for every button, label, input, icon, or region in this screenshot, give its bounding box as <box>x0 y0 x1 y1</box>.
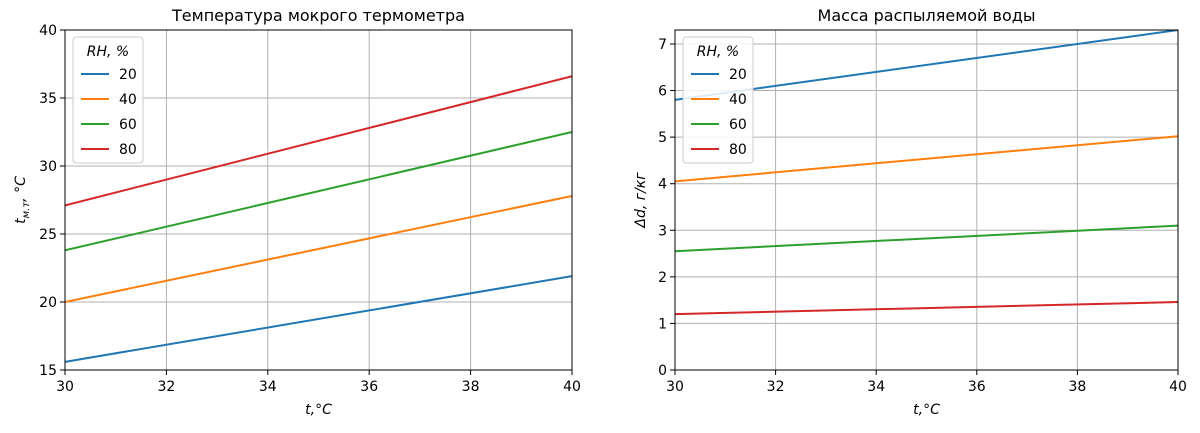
series-line-20 <box>675 30 1178 101</box>
x-tick-label: 36 <box>360 379 378 395</box>
chart-title: Температура мокрого термометра <box>171 6 465 25</box>
y-tick-label: 30 <box>39 159 57 175</box>
x-axis-label: t,°C <box>305 402 332 418</box>
y-tick-label: 2 <box>658 270 667 286</box>
legend-label-20: 20 <box>119 67 137 83</box>
series-line-40 <box>65 194 572 303</box>
legend-label-80: 80 <box>119 142 137 158</box>
series-line-40 <box>675 135 1178 183</box>
y-tick-label: 35 <box>39 91 57 107</box>
series-line-80 <box>65 75 572 207</box>
x-tick-label: 30 <box>666 379 684 395</box>
series-line-60 <box>65 131 572 252</box>
x-tick-label: 34 <box>259 379 277 395</box>
y-tick-label: 25 <box>39 227 57 243</box>
y-axis-label: tм.т, °C <box>13 176 32 224</box>
y-tick-label: 20 <box>39 295 57 311</box>
y-tick-label: 15 <box>39 363 57 379</box>
chart-title: Масса распыляемой воды <box>818 6 1036 25</box>
legend-title: RH, % <box>697 44 739 60</box>
x-tick-label: 34 <box>867 379 885 395</box>
series-line-20 <box>65 275 572 363</box>
x-tick-label: 30 <box>56 379 74 395</box>
y-axis-label: Δd, г/кг <box>633 172 649 229</box>
axes-frame <box>64 29 573 371</box>
legend-label-20: 20 <box>729 67 747 83</box>
x-tick-label: 40 <box>1169 379 1187 395</box>
series-line-80 <box>675 301 1178 316</box>
legend-label-40: 40 <box>119 92 137 108</box>
y-tick-label: 0 <box>658 363 667 379</box>
legend-title: RH, % <box>87 44 129 60</box>
legend-label-60: 60 <box>729 117 747 133</box>
chart-panel-1: 30 32 34 36 38 40 15 20 25 30 35 40 Температура мокр… <box>13 6 581 418</box>
series-line-60 <box>675 224 1178 253</box>
legend-label-80: 80 <box>729 142 747 158</box>
plot-area <box>65 30 572 370</box>
x-tick-label: 40 <box>563 379 581 395</box>
y-tick-label: 3 <box>658 223 667 239</box>
x-tick-label: 32 <box>157 379 175 395</box>
x-tick-label: 32 <box>767 379 785 395</box>
plot-area <box>675 30 1178 370</box>
y-tick-label: 4 <box>658 177 667 193</box>
y-tick-label: 6 <box>658 84 667 100</box>
y-tick-label: 40 <box>39 23 57 39</box>
axes-frame <box>674 29 1179 371</box>
x-axis-label: t,°C <box>913 402 940 418</box>
legend-label-40: 40 <box>729 92 747 108</box>
legend: RH, % 20 40 60 80 <box>72 36 144 164</box>
y-tick-label: 7 <box>658 37 667 53</box>
x-tick-label: 36 <box>968 379 986 395</box>
y-tick-label: 5 <box>658 130 667 146</box>
y-tick-label: 1 <box>658 316 667 332</box>
legend-label-60: 60 <box>119 117 137 133</box>
x-tick-label: 38 <box>1068 379 1086 395</box>
x-tick-label: 38 <box>462 379 480 395</box>
legend: RH, % 20 40 60 80 <box>682 36 754 164</box>
